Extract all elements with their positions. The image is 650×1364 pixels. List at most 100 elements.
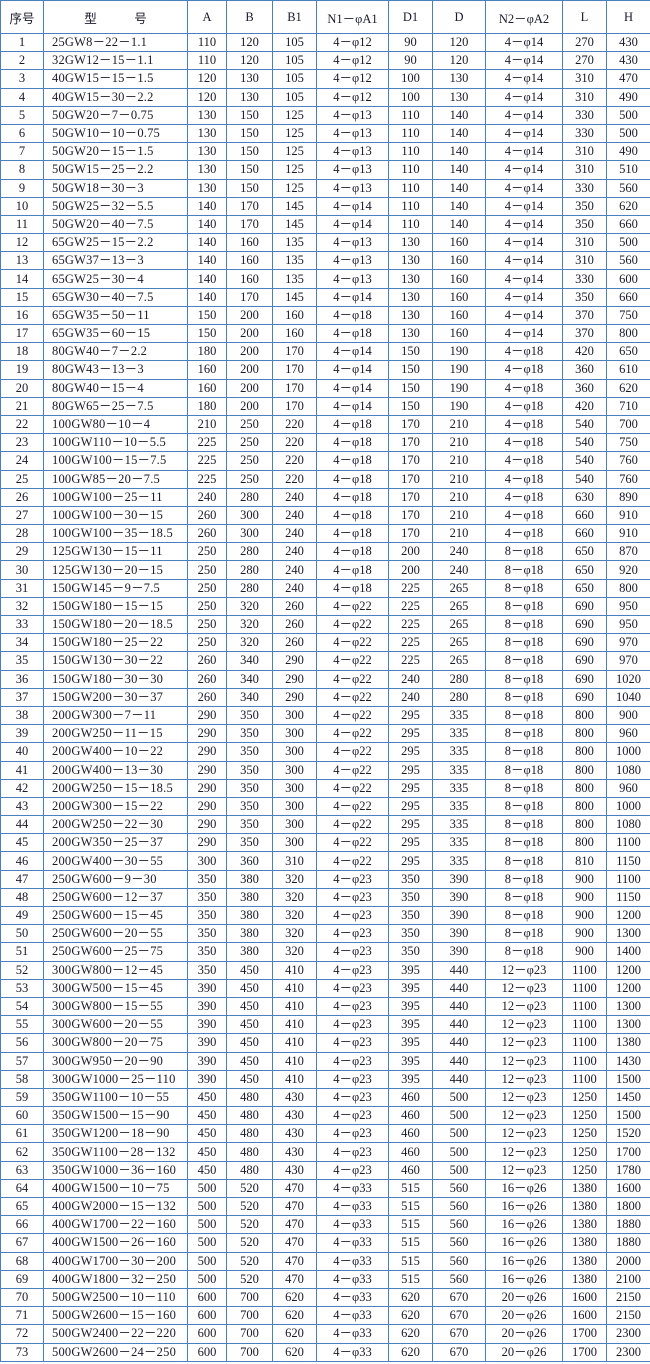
cell-h: 2150	[606, 1306, 650, 1326]
cell-l: 900	[562, 887, 607, 908]
cell-n2-a2: 16－φ26	[485, 1178, 563, 1199]
cell-h: 2100	[606, 1269, 650, 1289]
table-row: 34 150GW180－25－22 250 320 260 4－φ22 225 265 8－φ1…	[0, 633, 650, 653]
cell-a: 290	[187, 705, 227, 726]
cell-l: 1250	[562, 1106, 607, 1126]
cell-d1: 515	[388, 1251, 433, 1271]
table-row: 66 400GW1700－22－160 500 520 470 4－φ33 515 560 16…	[0, 1215, 650, 1235]
cell-d1: 130	[388, 251, 433, 271]
cell-b: 200	[226, 360, 273, 380]
cell-n2-a2: 16－φ26	[485, 1251, 563, 1271]
cell-b1: 125	[272, 160, 317, 180]
cell-b: 350	[226, 833, 273, 853]
cell-n1-a1: 4－φ14	[316, 396, 389, 416]
cell-h: 1150	[606, 851, 650, 871]
cell-d: 140	[432, 178, 486, 198]
cell-model: 65GW35－50－11	[43, 305, 188, 326]
cell-n2-a2: 8－φ18	[485, 833, 563, 853]
cell-model: 50GW10－10－0.75	[43, 123, 188, 144]
cell-b1: 430	[272, 1087, 317, 1108]
cell-n1-a1: 4－φ18	[316, 542, 389, 562]
cell-l: 690	[562, 651, 607, 671]
cell-n2-a2: 8－φ18	[485, 760, 563, 780]
table-row: 16 65GW35－50－11 150 200 160 4－φ18 130 160 4－φ14 3…	[0, 305, 650, 326]
cell-index: 36	[0, 669, 44, 689]
cell-d1: 150	[388, 396, 433, 416]
cell-n2-a2: 8－φ18	[485, 887, 563, 908]
cell-model: 200GW400－30－55	[43, 851, 188, 871]
cell-model: 50GW20－7－0.75	[43, 105, 188, 125]
cell-h: 1150	[606, 887, 650, 908]
cell-b: 350	[226, 760, 273, 780]
cell-d: 140	[432, 214, 486, 235]
cell-h: 1200	[606, 905, 650, 926]
cell-d1: 90	[388, 51, 433, 71]
cell-n2-a2: 16－φ26	[485, 1269, 563, 1289]
cell-b: 200	[226, 378, 273, 398]
cell-n1-a1: 4－φ12	[316, 69, 389, 89]
cell-n1-a1: 4－φ22	[316, 633, 389, 653]
cell-n1-a1: 4－φ18	[316, 451, 389, 471]
cell-n1-a1: 4－φ18	[316, 469, 389, 489]
cell-l: 650	[562, 560, 607, 580]
cell-d: 670	[432, 1287, 486, 1308]
cell-a: 290	[187, 742, 227, 762]
cell-b1: 620	[272, 1324, 317, 1344]
cell-index: 67	[0, 1233, 44, 1253]
cell-b1: 135	[272, 269, 317, 289]
cell-b1: 410	[272, 1051, 317, 1071]
cell-b1: 220	[272, 433, 317, 453]
cell-l: 1380	[562, 1233, 607, 1253]
cell-a: 240	[187, 487, 227, 507]
cell-l: 1250	[562, 1124, 607, 1144]
cell-b1: 240	[272, 487, 317, 507]
cell-index: 70	[0, 1287, 44, 1308]
cell-d: 440	[432, 1051, 486, 1071]
cell-l: 660	[562, 505, 607, 526]
cell-index: 58	[0, 1069, 44, 1089]
cell-model: 250GW600－20－55	[43, 924, 188, 944]
cell-d1: 350	[388, 942, 433, 962]
cell-index: 52	[0, 960, 44, 980]
cell-d1: 225	[388, 614, 433, 635]
cell-d1: 225	[388, 578, 433, 598]
cell-a: 160	[187, 378, 227, 398]
cell-index: 7	[0, 142, 44, 162]
cell-d1: 110	[388, 196, 433, 216]
cell-n1-a1: 4－φ14	[316, 196, 389, 216]
cell-model: 350GW1000－36－160	[43, 1160, 188, 1180]
cell-d1: 350	[388, 905, 433, 926]
table-row: 21 80GW65－25－7.5 180 200 170 4－φ14 150 190 4－φ18…	[0, 396, 650, 416]
cell-l: 900	[562, 905, 607, 926]
cell-h: 430	[606, 32, 650, 53]
cell-n2-a2: 4－φ18	[485, 414, 563, 435]
cell-a: 450	[187, 1142, 227, 1162]
column-header-l: L	[562, 0, 607, 34]
cell-b: 150	[226, 178, 273, 198]
cell-l: 270	[562, 32, 607, 53]
cell-n1-a1: 4－φ18	[316, 414, 389, 435]
cell-d1: 200	[388, 542, 433, 562]
cell-d: 160	[432, 305, 486, 326]
cell-l: 1100	[562, 1033, 607, 1053]
table-row: 31 150GW145－9－7.5 250 280 240 4－φ18 225 265 8－φ1…	[0, 578, 650, 598]
cell-n2-a2: 12－φ23	[485, 1087, 563, 1108]
cell-n2-a2: 8－φ18	[485, 851, 563, 871]
cell-h: 1700	[606, 1142, 650, 1162]
cell-model: 400GW1500－10－75	[43, 1178, 188, 1199]
cell-a: 250	[187, 614, 227, 635]
cell-index: 54	[0, 996, 44, 1017]
cell-model: 150GW180－30－30	[43, 669, 188, 689]
cell-d1: 350	[388, 924, 433, 944]
table-row: 25 100GW85－20－7.5 225 250 220 4－φ18 170 210 4－φ1…	[0, 469, 650, 489]
cell-index: 40	[0, 742, 44, 762]
cell-model: 50GW18－30－3	[43, 178, 188, 198]
cell-b1: 300	[272, 796, 317, 817]
cell-h: 750	[606, 433, 650, 453]
cell-d1: 620	[388, 1306, 433, 1326]
cell-l: 1100	[562, 996, 607, 1017]
column-header-b: B	[226, 0, 273, 34]
cell-index: 6	[0, 123, 44, 144]
cell-b1: 260	[272, 596, 317, 617]
cell-l: 1380	[562, 1178, 607, 1199]
